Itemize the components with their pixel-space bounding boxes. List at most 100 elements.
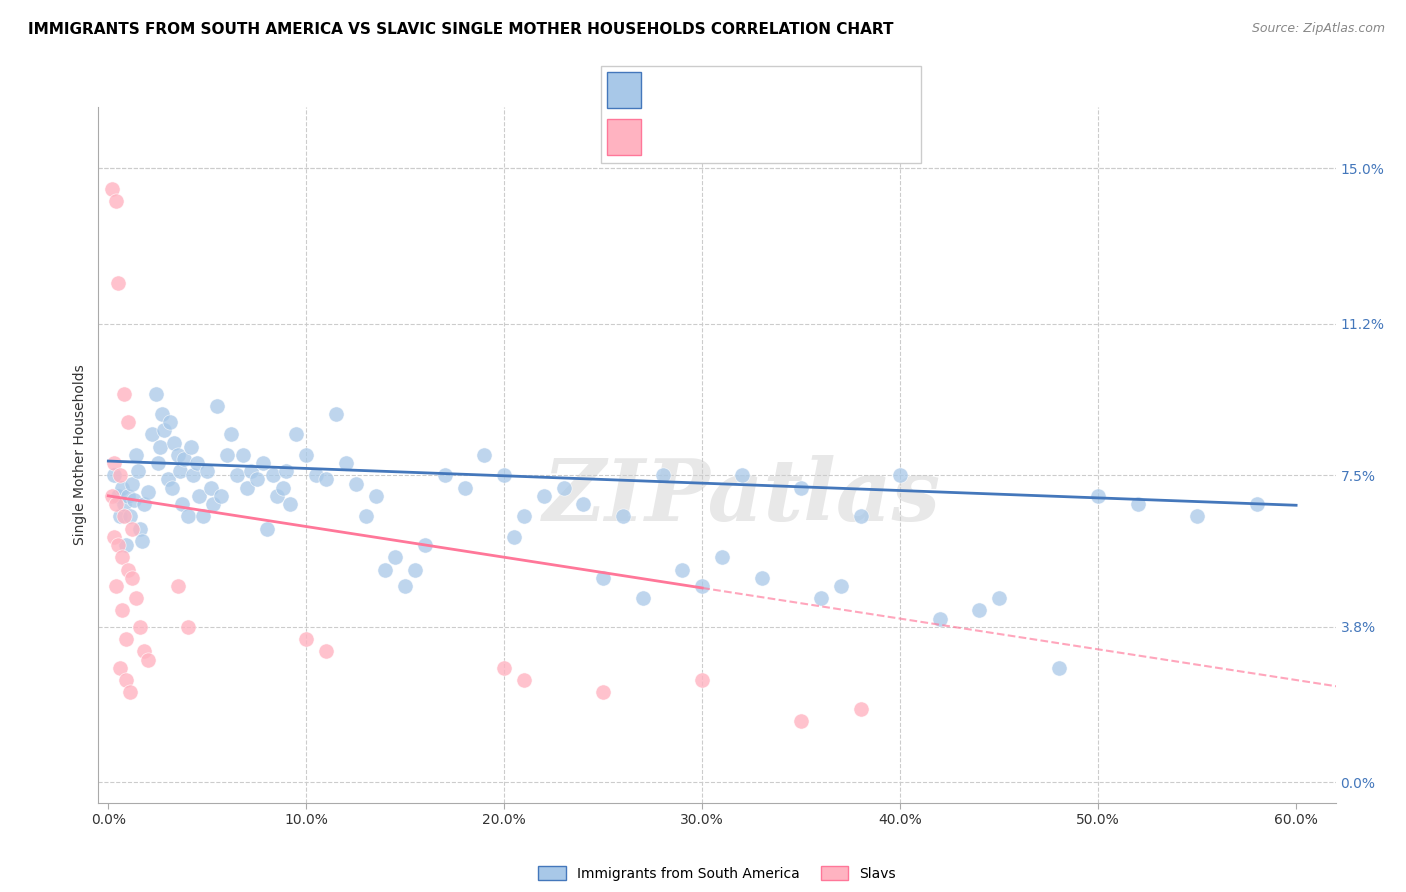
Point [156,473,179,487]
Point [988,591,1011,606]
Point [105,194,128,209]
Text: Source: ZipAtlas.com: Source: ZipAtlas.com [1251,22,1385,36]
Point [150,407,173,421]
Point [671,562,693,576]
Point [849,509,872,524]
Point [690,579,713,593]
Point [533,489,555,503]
Point [183,468,205,483]
Point [631,591,654,606]
Point [295,448,318,462]
Point [163,435,186,450]
Legend: Immigrants from South America, Slavs: Immigrants from South America, Slavs [533,861,901,887]
Point [232,448,254,462]
Point [108,661,131,675]
Point [170,497,193,511]
FancyBboxPatch shape [607,119,641,155]
Point [111,603,134,617]
Point [474,448,496,462]
Point [117,415,139,429]
Point [280,497,302,511]
Point [217,448,239,462]
Point [103,468,125,483]
Point [315,644,337,658]
Point [112,509,135,524]
Point [132,497,155,511]
Point [120,685,142,699]
Point [790,481,813,495]
Point [266,489,288,503]
Point [262,468,284,483]
Point [494,468,516,483]
Point [200,481,222,495]
Point [928,612,950,626]
Point [105,579,128,593]
Point [115,538,138,552]
Point [354,509,377,524]
Point [125,591,148,606]
Point [503,530,526,544]
Point [101,489,124,503]
Text: N =: N = [806,83,835,97]
Point [830,579,852,593]
Point [111,550,134,565]
Point [108,468,131,483]
Point [117,489,139,503]
Point [325,407,347,421]
Point [152,423,174,437]
Point [246,473,269,487]
Point [136,484,159,499]
Point [711,550,734,565]
Point [239,464,262,478]
Text: N =: N = [806,128,835,144]
Point [149,440,172,454]
Text: R =: R = [654,83,682,97]
Point [1047,661,1070,675]
Point [103,456,125,470]
Text: 100: 100 [859,83,890,97]
Point [159,415,181,429]
Point [169,464,191,478]
Point [122,492,145,507]
FancyBboxPatch shape [607,71,641,108]
Point [108,509,131,524]
Text: -0.156: -0.156 [707,128,761,144]
Point [129,620,152,634]
Point [173,452,195,467]
Point [413,538,436,552]
Point [180,440,202,454]
Point [592,685,614,699]
Point [494,661,516,675]
Point [252,456,274,470]
Point [453,481,475,495]
Point [121,522,143,536]
Point [364,489,387,503]
Point [969,603,991,617]
Point [315,473,337,487]
Text: 36: 36 [859,128,886,144]
Point [209,489,232,503]
Point [107,489,129,503]
Point [129,522,152,536]
Point [160,481,183,495]
Point [553,481,575,495]
Point [107,276,129,290]
Point [335,456,357,470]
Point [651,468,673,483]
Point [889,468,911,483]
Point [101,182,124,196]
Point [305,468,328,483]
Point [176,620,198,634]
Point [141,427,163,442]
Point [1246,497,1268,511]
Point [236,481,259,495]
Point [146,456,169,470]
Point [117,562,139,576]
Point [136,652,159,666]
Point [166,579,188,593]
Point [195,464,218,478]
Point [132,644,155,658]
Point [790,714,813,728]
Point [103,530,125,544]
Point [344,476,367,491]
